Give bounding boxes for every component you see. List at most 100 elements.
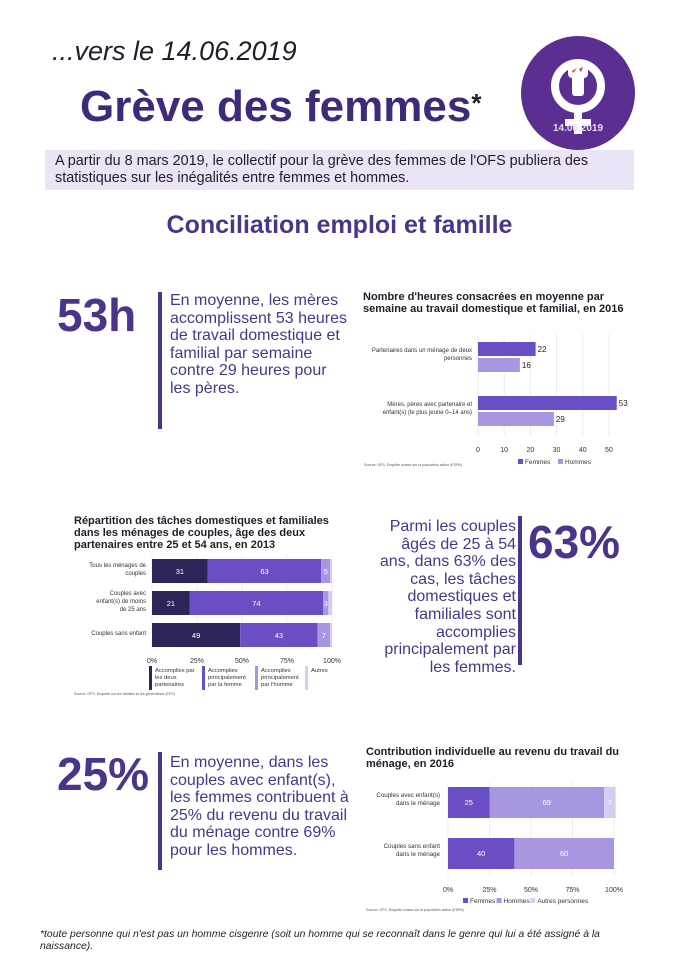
data-label: 60: [560, 849, 568, 858]
stat-hours-divider: [158, 292, 162, 429]
data-label: 16: [522, 361, 531, 370]
chart-tasks-title: Répartition des tâches domestiques et fa…: [74, 515, 329, 551]
category-label: Couples sans enfant: [91, 631, 146, 637]
data-label: 29: [556, 415, 565, 424]
bar-segment: [321, 559, 331, 583]
page-title: Grève des femmes*: [80, 82, 481, 132]
x-tick-label: 25%: [482, 887, 496, 894]
bar-segment: [514, 838, 614, 869]
bar-segment: [323, 591, 329, 615]
stat-share-value: 63%: [528, 516, 621, 568]
x-tick-label: 100%: [605, 887, 623, 894]
bar-segment: [448, 838, 515, 869]
data-label: 43: [275, 631, 283, 640]
stat-income-value: 25%: [57, 748, 150, 800]
bar: [478, 396, 617, 410]
bar-segment: [489, 787, 605, 818]
legend-label: par la femme: [208, 682, 242, 688]
intro-box: [45, 150, 634, 190]
legend-label: Hommes: [504, 898, 531, 905]
chart-income-title: Contribution individuelle au revenu du t…: [366, 746, 620, 770]
bar-segment: [189, 591, 323, 615]
data-label: 74: [252, 599, 260, 608]
strike-logo: [521, 36, 635, 150]
header-subtitle: ...vers le 14.06.2019: [52, 36, 297, 66]
category-label: personnes: [444, 356, 472, 362]
legend-swatch: [202, 666, 205, 690]
category-label: Tous les ménages de: [89, 563, 146, 569]
x-tick-label: 75%: [565, 887, 579, 894]
data-label: 22: [538, 345, 547, 354]
data-label: 53: [619, 399, 628, 408]
legend-label: les deux: [155, 675, 177, 681]
x-tick-label: 0%: [147, 658, 157, 665]
stat-hours-text: En moyenne, les mères accomplissent 53 h…: [170, 292, 347, 397]
bar-segment: [604, 787, 616, 818]
legend-swatch: [496, 898, 502, 903]
x-tick-label: 20: [526, 447, 534, 454]
stat-income-text: En moyenne, dans les couples avec enfant…: [170, 754, 349, 859]
chart-hours-title: Nombre d'heures consacrées en moyenne pa…: [363, 291, 624, 315]
legend-label: par l'homme: [261, 682, 293, 688]
legend-label: Accomplies par: [155, 668, 195, 674]
data-label: 21: [167, 599, 175, 608]
legend-label: Accomplies: [208, 668, 238, 674]
chart-income-source: Source: OFS, Enquête suisse sur la popul…: [366, 908, 464, 912]
legend-swatch: [463, 898, 468, 903]
legend-label: Hommes: [565, 459, 592, 466]
bar: [478, 358, 520, 372]
bar-segment: [330, 623, 332, 647]
data-label: 7: [322, 631, 326, 640]
stat-income-divider: [158, 752, 162, 870]
intro-text: A partir du 8 mars 2019, le collectif po…: [55, 153, 589, 186]
legend-label: Femmes: [525, 459, 551, 466]
data-label: 7: [608, 798, 612, 807]
data-label: 25: [465, 798, 473, 807]
stat-share-divider: [518, 516, 522, 665]
x-tick-label: 50%: [524, 887, 538, 894]
bar-segment: [240, 623, 318, 647]
x-tick-label: 75%: [280, 658, 294, 665]
category-label: enfant(s) (le plus jeune 0–14 ans): [383, 410, 472, 416]
x-tick-label: 40: [579, 447, 587, 454]
chart-tasks: 0% 25% 50% 75% 100% Tous les ménages de couple…: [89, 555, 341, 690]
legend-label: principalement: [208, 675, 246, 681]
bar-segment: [152, 559, 208, 583]
logo-date: 14.06.2019: [552, 123, 604, 134]
data-label: 49: [192, 631, 200, 640]
x-tick-label: 30: [553, 447, 561, 454]
category-label: Partenaires dans un ménage de deux: [372, 348, 472, 354]
x-tick-label: 10: [500, 447, 508, 454]
footnote: *toute personne qui n'est pas un homme c…: [40, 929, 600, 952]
legend-label: partenaires: [155, 682, 184, 688]
category-label: Mères, pères avec partenaire et: [387, 402, 472, 408]
category-label: Couples avec: [110, 591, 146, 597]
data-label: 63: [260, 567, 268, 576]
bar-segment: [448, 787, 490, 818]
x-tick-label: 25%: [190, 658, 204, 665]
chart-income: 0% 25% 50% 75% 100%Couples avec enfant(s)dan…: [376, 782, 623, 905]
legend-label: principalement: [261, 675, 299, 681]
chart-tasks-source: Source: OFS, Enquête sur les familles et…: [74, 692, 176, 696]
x-tick-label: 100%: [323, 658, 341, 665]
data-label: 5: [324, 567, 328, 576]
legend-label: Autres: [311, 668, 328, 674]
category-label: Couples sans enfant: [384, 843, 441, 850]
section-title: Conciliation emploi et famille: [166, 211, 513, 239]
category-label: Couples avec enfant(s): [376, 792, 440, 799]
bar: [478, 412, 554, 426]
x-tick-label: 0%: [443, 887, 453, 894]
legend-label: Accomplies: [261, 668, 291, 674]
chart-hours: 0 10 20 30 40 50 Partenaires dans un ménage de…: [372, 334, 628, 466]
data-label: 3: [324, 599, 328, 608]
x-tick-label: 0: [476, 447, 480, 454]
female-symbol-raised-fist-icon: [551, 59, 605, 134]
title-asterisk: *: [471, 88, 482, 118]
bar-segment: [328, 591, 332, 615]
data-label: 31: [176, 567, 184, 576]
bar-segment: [317, 623, 331, 647]
bar: [478, 342, 536, 356]
legend-swatch: [518, 459, 523, 464]
legend-swatch: [558, 459, 563, 464]
category-label: de 25 ans: [120, 607, 146, 613]
